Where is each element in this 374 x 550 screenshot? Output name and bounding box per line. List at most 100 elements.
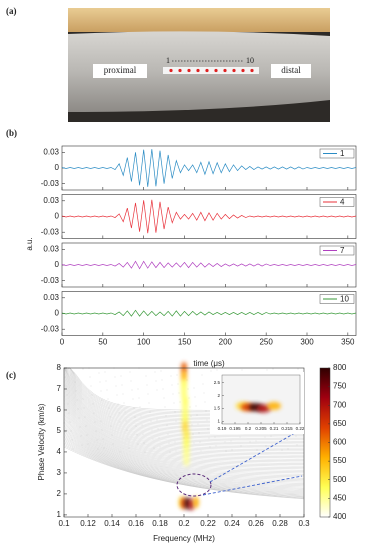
dispersion-dot (117, 403, 119, 405)
dispersion-dot (230, 440, 232, 442)
dispersion-dot (152, 438, 154, 440)
dispersion-dot (148, 402, 150, 404)
dispersion-curve (63, 413, 304, 474)
dispersion-dot (104, 371, 106, 373)
dispersion-dot (156, 419, 158, 421)
dispersion-dot (297, 368, 299, 370)
dispersion-dot (68, 412, 70, 414)
dispersion-dot (140, 415, 142, 417)
dispersion-dot (138, 397, 140, 399)
photo-label: proximal (104, 65, 137, 75)
dispersion-dot (65, 385, 67, 387)
inset-x-tick-label: 0.22 (296, 426, 305, 431)
dispersion-dot (114, 376, 116, 378)
dispersion-curve (63, 428, 305, 488)
dispersion-dot (141, 424, 143, 426)
x-tick-label: 0.24 (224, 519, 240, 528)
y-tick-label: 4 (57, 447, 62, 456)
dispersion-dot (146, 384, 148, 386)
dispersion-dot (118, 412, 120, 414)
inset-y-tick-label: 1.5 (214, 406, 221, 411)
dispersion-dot (174, 441, 176, 443)
dispersion-dot (207, 428, 209, 430)
dispersion-dot (157, 428, 159, 430)
dispersion-dot (231, 449, 233, 451)
dispersion-dot (162, 388, 164, 390)
dispersion-dot (177, 383, 179, 385)
dispersion-dot (210, 370, 212, 372)
dispersion-dot (80, 435, 82, 437)
dispersion-dot (143, 442, 145, 444)
colorbar-tick-label: 650 (333, 419, 347, 428)
dispersion-dot (64, 376, 66, 378)
dispersion-dot (180, 410, 182, 412)
dispersion-dot (86, 434, 88, 436)
dispersion-dot (76, 399, 78, 401)
dispersion-dot (196, 414, 198, 416)
x-tick-label: 250 (259, 338, 273, 347)
y-tick-label: 7 (57, 384, 62, 393)
x-tick-label: 0.16 (128, 519, 144, 528)
dispersion-dot (153, 447, 155, 449)
colorbar-tick-label: 600 (333, 438, 347, 447)
dispersion-dot (167, 433, 169, 435)
dispersion-curve (63, 420, 305, 480)
x-tick-label: 0.18 (152, 519, 168, 528)
dispersion-dot (272, 368, 274, 370)
dispersion-dot (101, 399, 103, 401)
inset-x-tick-label: 0.205 (255, 426, 267, 431)
dispersion-dot (111, 434, 113, 436)
y-tick-label: 5 (57, 426, 62, 435)
dispersion-dot (106, 389, 108, 391)
inset-cells (235, 401, 281, 413)
dispersion-dot (136, 434, 138, 436)
dispersion-dot (99, 381, 101, 383)
x-tick-label: 0.14 (104, 519, 120, 528)
inset-x-tick-label: 0.2 (245, 426, 252, 431)
y-tick-label: 0.03 (43, 244, 59, 253)
x-tick-label: 50 (98, 338, 107, 347)
dispersion-dot (198, 432, 200, 434)
dispersion-dot (286, 439, 288, 441)
dispersion-dot (156, 389, 158, 391)
dispersion-dot (64, 431, 66, 433)
dispersion-dot (137, 388, 139, 390)
dispersion-dot (119, 421, 121, 423)
dispersion-dot (205, 410, 207, 412)
dispersion-dot (216, 369, 218, 371)
heat-cell (181, 378, 187, 391)
dispersion-dot (265, 445, 267, 447)
colorbar-tick-label: 500 (333, 475, 347, 484)
dispersion-dot (264, 436, 266, 438)
dispersion-dot (119, 451, 121, 453)
legend-label: 7 (340, 246, 345, 255)
signal-line (61, 309, 357, 317)
dispersion-dot (178, 392, 180, 394)
x-tick-label: 150 (178, 338, 192, 347)
dispersion-dot (164, 406, 166, 408)
dispersion-dot (101, 429, 103, 431)
dispersion-dot (91, 394, 93, 396)
dispersion-dot (130, 380, 132, 382)
dispersion-curve (63, 411, 305, 472)
dispersion-dot (161, 379, 163, 381)
x-axis-label: time (μs) (193, 359, 225, 368)
colorbar-tick-label: 700 (333, 400, 347, 409)
y-tick-label: -0.03 (41, 324, 60, 333)
dispersion-dot (176, 374, 178, 376)
dispersion-dot (203, 392, 205, 394)
dispersion-dot (134, 416, 136, 418)
dispersion-dot (126, 429, 128, 431)
x-tick-label: 0 (60, 338, 65, 347)
x-tick-label: 300 (300, 338, 314, 347)
dispersion-curve (63, 423, 305, 483)
dispersion-dot (131, 389, 133, 391)
inset-x-tick-label: 0.215 (281, 426, 293, 431)
sensor-label: 10 (246, 56, 254, 65)
dispersion-dot (110, 425, 112, 427)
y-tick-label: 1 (57, 510, 62, 519)
dispersion-curve (63, 432, 305, 491)
dispersion-dot (127, 438, 129, 440)
inset-y-tick-label: 2 (217, 393, 220, 398)
dispersion-dot (100, 390, 102, 392)
